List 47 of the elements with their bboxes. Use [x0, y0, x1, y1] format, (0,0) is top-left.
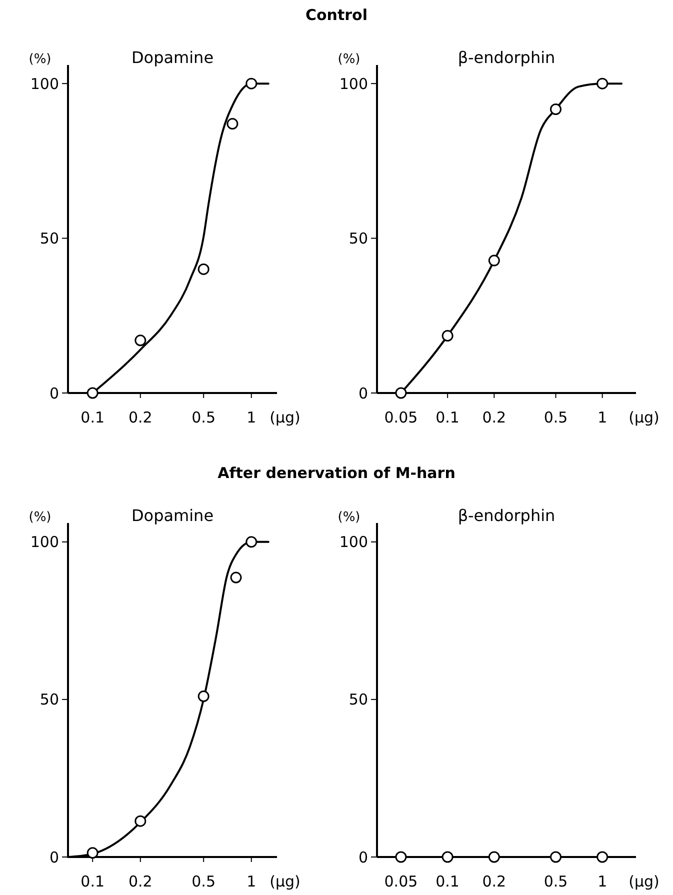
y-tick-label: 100 [339, 533, 368, 552]
x-tick-label: 0.1 [436, 872, 460, 890]
x-tick-label: 0.5 [192, 872, 216, 890]
chart-subtitle: β-endorphin [458, 48, 556, 67]
x-tick-label: 1 [246, 408, 256, 426]
y-tick-label: 0 [49, 384, 59, 402]
x-axis-title: (μg) [628, 872, 660, 890]
y-axis-title: (%) [28, 52, 52, 67]
y-tick-label: 50 [40, 230, 59, 248]
y-tick-label: 100 [30, 533, 59, 552]
x-tick-label: 0.1 [80, 408, 105, 426]
x-tick-label: 0.05 [384, 872, 418, 890]
x-tick-label: 1 [246, 872, 256, 890]
text: After denervation of M-harn [218, 464, 456, 482]
x-tick-label: 0.5 [544, 872, 568, 890]
x-tick-label: 0.05 [384, 408, 418, 426]
x-tick-label: 0.5 [544, 408, 568, 426]
y-tick-label: 100 [339, 74, 368, 93]
x-axis-title: (μg) [270, 408, 300, 426]
y-tick-label: 0 [49, 848, 59, 866]
y-axis-title: (%) [28, 510, 52, 525]
x-tick-label: 1 [598, 408, 608, 426]
chart-subtitle: Dopamine [131, 506, 214, 525]
x-tick-label: 0.1 [436, 408, 460, 426]
y-tick-label: 0 [358, 848, 368, 866]
point [86, 847, 98, 859]
y-tick-label: 0 [358, 384, 368, 402]
y-axis-title: (%) [338, 510, 360, 525]
y-tick-label: 50 [348, 230, 368, 248]
x-tick-label: 0.5 [192, 408, 216, 426]
point [134, 815, 146, 827]
x-tick-label: 0.2 [482, 408, 506, 426]
text: Control [305, 6, 368, 24]
y-axis-title: (%) [338, 52, 360, 67]
x-tick-label: 0.1 [80, 872, 105, 890]
x-tick-label: 0.2 [128, 408, 152, 426]
chart-subtitle: Dopamine [131, 48, 214, 67]
x-tick-label: 1 [598, 872, 608, 890]
y-tick-label: 50 [40, 690, 59, 709]
chart-subtitle: β-endorphin [458, 506, 556, 525]
x-axis-title: (μg) [270, 872, 300, 890]
x-axis-title: (μg) [628, 408, 660, 426]
y-tick-label: 100 [30, 74, 59, 93]
y-tick-label: 50 [348, 690, 368, 709]
x-tick-label: 0.2 [482, 872, 506, 890]
point [230, 572, 242, 584]
x-tick-label: 0.2 [128, 872, 152, 890]
